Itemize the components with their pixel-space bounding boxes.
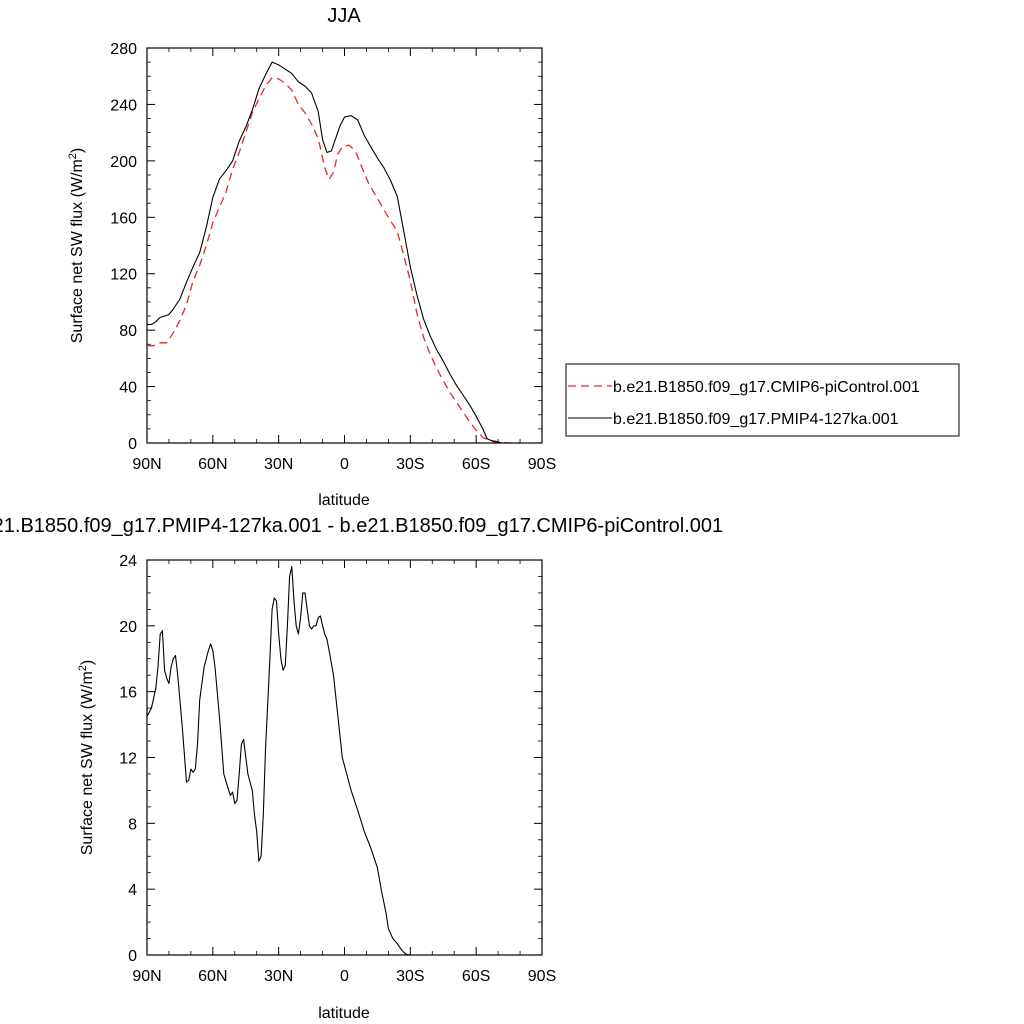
bottom-y-tick-label: 4 [128, 882, 137, 899]
top-x-tick-label: 90N [132, 456, 161, 473]
legend: b.e21.B1850.f09_g17.CMIP6-piControl.001 … [565, 363, 960, 437]
top-series-group [147, 61, 521, 444]
bottom-series-group [146, 566, 411, 956]
bottom-series-line-0 [146, 566, 411, 956]
top-y-tick-label: 120 [110, 267, 137, 284]
top-y-tick-label: 240 [110, 97, 137, 114]
bottom-y-axis-label: Surface net SW flux (W/m2) [77, 660, 96, 856]
top-plot-area [146, 47, 543, 444]
bottom-panel: b.e21.B1850.f09_g17.PMIP4-127ka.001 - b.… [0, 515, 723, 1022]
top-x-tick-label: 90S [528, 456, 556, 473]
top-x-tick-label: 30S [396, 456, 424, 473]
top-y-tick-label: 200 [110, 154, 137, 171]
legend-label-picontrol: b.e21.B1850.f09_g17.CMIP6-piControl.001 [613, 379, 920, 396]
bottom-plot-area [146, 559, 543, 956]
top-x-tick-label: 60N [198, 456, 227, 473]
top-plot-frame [146, 47, 543, 444]
bottom-y-axis-title: Surface net SW flux (W/m2) [77, 660, 96, 856]
bottom-x-tick-label: 90N [132, 968, 161, 985]
bottom-x-tick-label: 30N [264, 968, 293, 985]
legend-box [565, 363, 960, 437]
top-y-axis-label: Surface net SW flux (W/m2) [67, 148, 86, 344]
top-x-tick-label: 30N [264, 456, 293, 473]
top-chart-title: JJA [327, 5, 361, 27]
top-panel: JJA Surface net SW flux (W/m2) latitude … [67, 5, 556, 509]
bottom-x-tick-label: 90S [528, 968, 556, 985]
top-y-tick-label: 160 [110, 210, 137, 227]
bottom-y-tick-label: 8 [128, 816, 137, 833]
top-y-tick-label: 0 [128, 436, 137, 453]
top-x-axis-label: latitude [318, 492, 370, 509]
top-y-tick-label: 40 [119, 380, 137, 397]
bottom-y-tick-label: 24 [119, 553, 137, 570]
bottom-y-tick-label: 20 [119, 619, 137, 636]
top-series-line-0 [147, 76, 521, 444]
bottom-plot-frame [146, 559, 543, 956]
bottom-y-tick-label: 16 [119, 685, 137, 702]
top-y-tick-label: 80 [119, 323, 137, 340]
legend-label-127ka: b.e21.B1850.f09_g17.PMIP4-127ka.001 [613, 411, 899, 428]
top-x-tick-label: 60S [462, 456, 490, 473]
top-axis-ticks: 0 40 80 120 160 200 240 280 90N 60N 30N 0 30S 60S 90S [110, 41, 556, 473]
bottom-x-tick-label: 0 [340, 968, 349, 985]
top-y-axis-title: Surface net SW flux (W/m2) [67, 148, 86, 344]
bottom-y-tick-label: 0 [128, 948, 137, 965]
bottom-x-tick-label: 60N [198, 968, 227, 985]
bottom-x-axis-label: latitude [318, 1005, 370, 1022]
top-series-line-1 [147, 61, 521, 444]
bottom-chart-title: b.e21.B1850.f09_g17.PMIP4-127ka.001 - b.… [0, 515, 723, 537]
top-x-tick-label: 0 [340, 456, 349, 473]
bottom-x-tick-label: 30S [396, 968, 424, 985]
bottom-x-tick-label: 60S [462, 968, 490, 985]
bottom-y-tick-label: 12 [119, 751, 137, 768]
bottom-axis-ticks: 0 4 8 12 16 20 24 90N 60N 30N 0 30S 60S 90S [119, 553, 556, 985]
top-y-tick-label: 280 [110, 41, 137, 58]
